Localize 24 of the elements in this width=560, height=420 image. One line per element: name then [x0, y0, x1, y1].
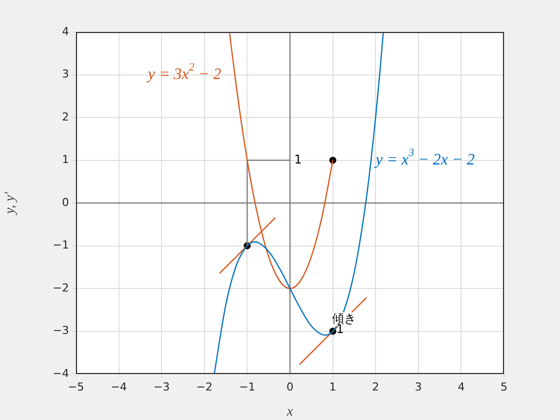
y-tick-label: 4 — [62, 24, 69, 38]
y-tick-label: 1 — [62, 153, 69, 166]
x-tick-label: −4 — [110, 380, 127, 394]
y-tick-label: −3 — [52, 324, 69, 338]
x-tick-label: 1 — [329, 380, 336, 394]
y-axis-title: y, y' — [3, 191, 18, 216]
x-tick-label: −1 — [239, 380, 256, 394]
x-tick-label: −2 — [196, 380, 213, 394]
x-tick-label: 4 — [458, 380, 465, 394]
annotation: 1 — [294, 152, 302, 166]
x-tick-label: 2 — [372, 380, 380, 394]
y-tick-label: −2 — [52, 281, 69, 294]
x-tick-label: −5 — [68, 380, 84, 394]
y-tick-label: 0 — [62, 196, 69, 209]
y-tick-label: −1 — [52, 238, 69, 252]
x-axis-title: x — [286, 404, 294, 420]
x-tick-label: 3 — [414, 380, 422, 394]
y-tick-label: 3 — [62, 68, 69, 81]
y-tick-label: −4 — [52, 366, 69, 380]
x-tick-label: −3 — [153, 380, 170, 394]
annotation: 傾き — [332, 311, 356, 326]
x-tick-label: 0 — [286, 380, 294, 394]
y-tick-label: 2 — [62, 110, 69, 124]
x-tick-label: 5 — [500, 380, 508, 394]
